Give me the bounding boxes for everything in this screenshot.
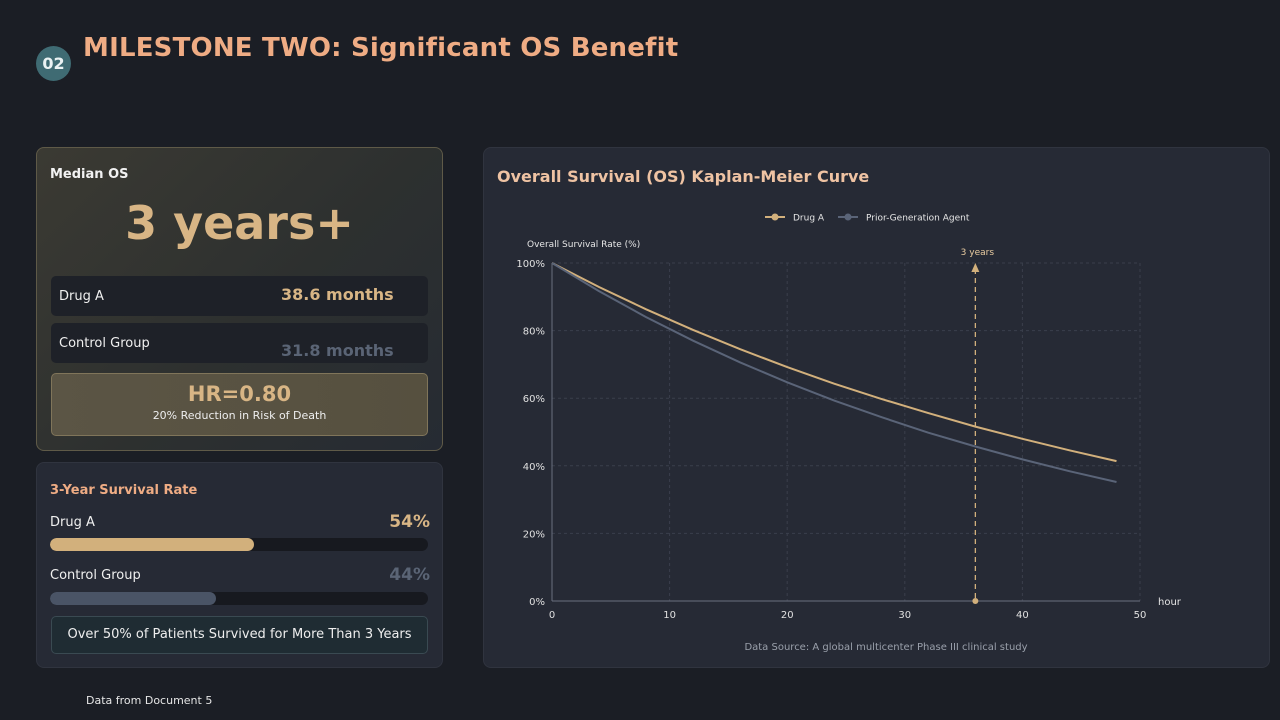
median-row-drug-a: Drug A 38.6 months	[51, 276, 428, 316]
page-title: MILESTONE TWO: Significant OS Benefit	[83, 33, 679, 63]
bar-track-drug-a	[50, 538, 428, 551]
row-label: Control Group	[59, 336, 150, 351]
x-tick-label: 30	[898, 610, 911, 621]
x-tick-label: 40	[1016, 610, 1029, 621]
bar-pct-drug-a: 54%	[389, 512, 430, 532]
legend-marker	[771, 213, 779, 221]
survival-rate-card: 3-Year Survival Rate Drug A 54% Control …	[36, 462, 443, 668]
y-axis-label: Overall Survival Rate (%)	[527, 240, 640, 250]
y-tick-label: 60%	[523, 394, 545, 405]
row-value: 38.6 months	[281, 285, 394, 304]
survival-rate-title: 3-Year Survival Rate	[50, 483, 198, 498]
annotation-arrow-icon	[971, 263, 980, 272]
row-label: Drug A	[59, 289, 104, 304]
x-tick-label: 50	[1134, 610, 1147, 621]
row-value: 31.8 months	[281, 341, 394, 360]
x-tick-label: 0	[549, 610, 555, 621]
x-axis-label: hour	[1158, 597, 1182, 608]
section-badge: 02	[36, 46, 71, 81]
median-os-label: Median OS	[50, 167, 129, 182]
legend-marker	[844, 213, 852, 221]
bar-label-control: Control Group	[50, 568, 141, 583]
y-tick-label: 100%	[516, 259, 545, 270]
hazard-ratio-note: 20% Reduction in Risk of Death	[152, 409, 327, 422]
footer-note: Data from Document 5	[86, 694, 213, 707]
x-tick-label: 20	[781, 610, 794, 621]
bar-fill-drug-a	[50, 538, 255, 551]
legend-label: Prior-Generation Agent	[866, 214, 970, 224]
bar-pct-control: 44%	[389, 565, 430, 585]
y-tick-label: 20%	[523, 529, 545, 540]
series-line-control	[551, 262, 1117, 483]
y-tick-label: 0%	[529, 597, 545, 608]
y-tick-label: 40%	[523, 462, 545, 473]
km-chart: 0% 20% 40% 60% 80% 100% 0 10 20 30 40 50 Overall Sur…	[516, 213, 1182, 653]
series-line-drug-a	[551, 262, 1117, 463]
median-row-control: Control Group 31.8 months	[51, 323, 428, 363]
chart-title: Overall Survival (OS) Kaplan-Meier Curve	[497, 167, 870, 186]
hazard-ratio-value: HR=0.80	[187, 382, 292, 406]
median-os-value: 3 years+	[125, 196, 354, 250]
hazard-ratio-box: HR=0.80 20% Reduction in Risk of Death	[51, 373, 428, 436]
survival-note: Over 50% of Patients Survived for More T…	[51, 616, 428, 654]
y-tick-label: 80%	[523, 327, 545, 338]
median-os-card: Median OS 3 years+ Drug A 38.6 months Co…	[36, 147, 443, 451]
annotation-label: 3 years	[961, 248, 995, 258]
annotation-dot	[972, 598, 979, 604]
km-chart-card: Overall Survival (OS) Kaplan-Meier Curve…	[483, 147, 1270, 668]
x-tick-label: 10	[663, 610, 676, 621]
bar-track-control	[50, 592, 428, 605]
bar-fill-control	[50, 592, 217, 605]
legend-label: Drug A	[793, 214, 825, 224]
bar-label-drug-a: Drug A	[50, 515, 95, 530]
data-source: Data Source: A global multicenter Phase …	[744, 642, 1027, 653]
